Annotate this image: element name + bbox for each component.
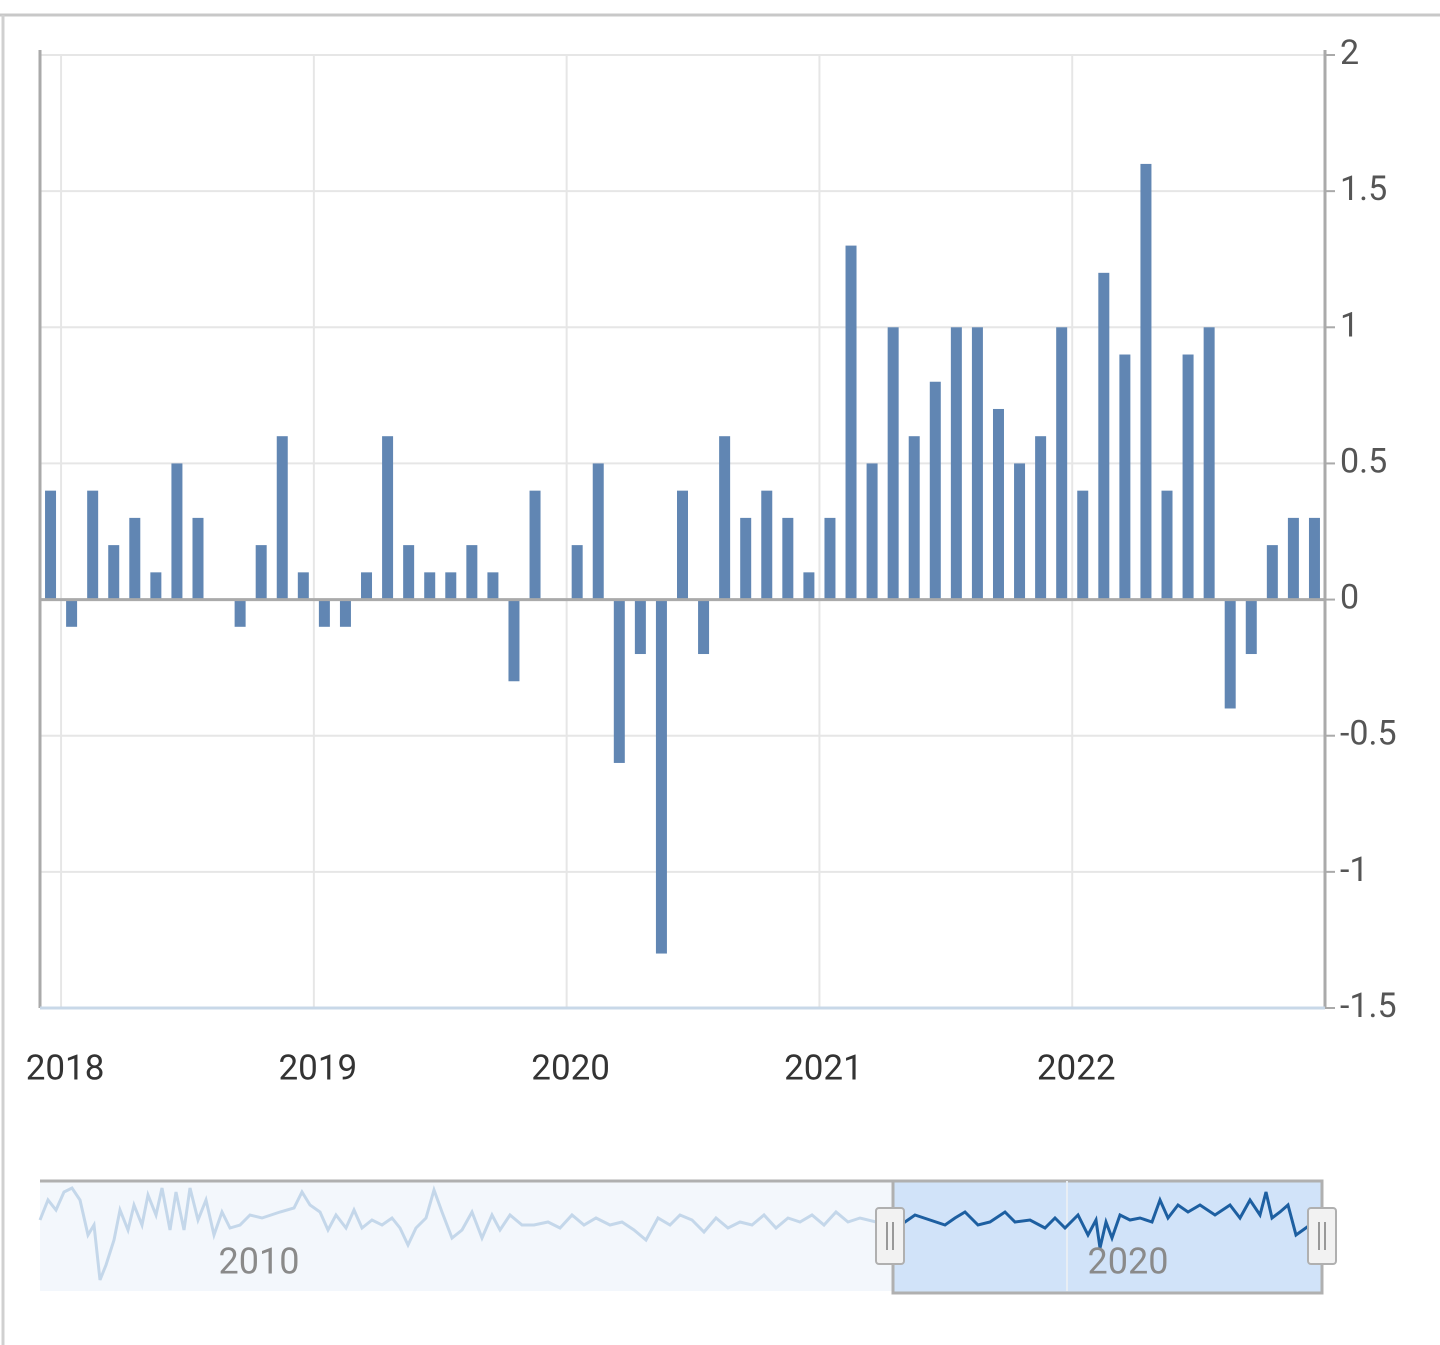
bar (1035, 436, 1047, 600)
bar (150, 572, 162, 600)
navigator-label: 2020 (1088, 1241, 1169, 1283)
bar (1077, 490, 1089, 600)
bar (719, 436, 731, 600)
bar (87, 490, 99, 600)
bar (613, 599, 625, 763)
bar (45, 490, 57, 600)
bar (824, 517, 836, 600)
y-tick-label: -0.5 (1340, 714, 1397, 754)
x-tick-label: 2021 (784, 1047, 863, 1088)
bar (866, 463, 878, 600)
bar (929, 381, 941, 600)
navigator-label: 2010 (219, 1241, 300, 1283)
x-tick-label: 2020 (531, 1047, 610, 1088)
bar (445, 572, 457, 600)
bar (487, 572, 499, 600)
bar (339, 599, 351, 627)
bar (382, 436, 394, 600)
navigator[interactable]: 2010 2020 (38, 1179, 1337, 1295)
y-tick-label: 0.5 (1340, 441, 1387, 481)
bar (1203, 327, 1215, 600)
bar (234, 599, 246, 627)
bar (1140, 163, 1152, 600)
navigator-handle-right[interactable] (1307, 1207, 1337, 1265)
bar (1224, 599, 1236, 709)
bar (276, 436, 288, 600)
y-tick-label: 0 (1340, 578, 1359, 618)
bar (971, 327, 983, 600)
y-tick-label: 1.5 (1340, 169, 1387, 209)
bar (424, 572, 436, 600)
bar (255, 545, 267, 600)
bar (297, 572, 309, 600)
bar (887, 327, 899, 600)
bar (192, 517, 204, 600)
navigator-series-outside (38, 1185, 894, 1281)
y-tick-label: 2 (1340, 33, 1359, 73)
navigator-series-selected (892, 1191, 1311, 1249)
bar (1182, 354, 1194, 600)
bar (1161, 490, 1173, 600)
bar (761, 490, 773, 600)
bar (318, 599, 330, 627)
bar (361, 572, 373, 600)
bar (782, 517, 794, 600)
bar (592, 463, 604, 600)
y-tick-label: -1.5 (1340, 986, 1397, 1026)
navigator-outside (40, 1181, 893, 1291)
bar (803, 572, 815, 600)
bar (1014, 463, 1026, 600)
bar (129, 517, 141, 600)
bar (108, 545, 120, 600)
bar (655, 599, 667, 954)
bar (1119, 354, 1131, 600)
bar (634, 599, 646, 655)
bar (466, 545, 478, 600)
bar (698, 599, 710, 655)
bar (1056, 327, 1068, 600)
bar (1266, 545, 1278, 600)
bar (571, 545, 583, 600)
bar (1098, 272, 1110, 600)
bar (1308, 517, 1320, 600)
navigator-handle-left[interactable] (875, 1207, 905, 1265)
bar (66, 599, 78, 627)
bar (171, 463, 183, 600)
y-tick-label: 1 (1340, 305, 1359, 345)
bar (992, 408, 1004, 600)
bar (740, 517, 752, 600)
bar (529, 490, 541, 600)
y-tick-label: -1 (1340, 850, 1369, 890)
bar (1287, 517, 1299, 600)
bar (908, 436, 920, 600)
bar (403, 545, 415, 600)
bar (508, 599, 520, 682)
bar (677, 490, 688, 600)
x-tick-label: 2018 (26, 1047, 105, 1088)
bar (1245, 599, 1257, 655)
x-tick-label: 2019 (279, 1047, 358, 1088)
bar (950, 327, 962, 600)
x-tick-label: 2022 (1037, 1047, 1116, 1088)
bar (845, 245, 857, 600)
